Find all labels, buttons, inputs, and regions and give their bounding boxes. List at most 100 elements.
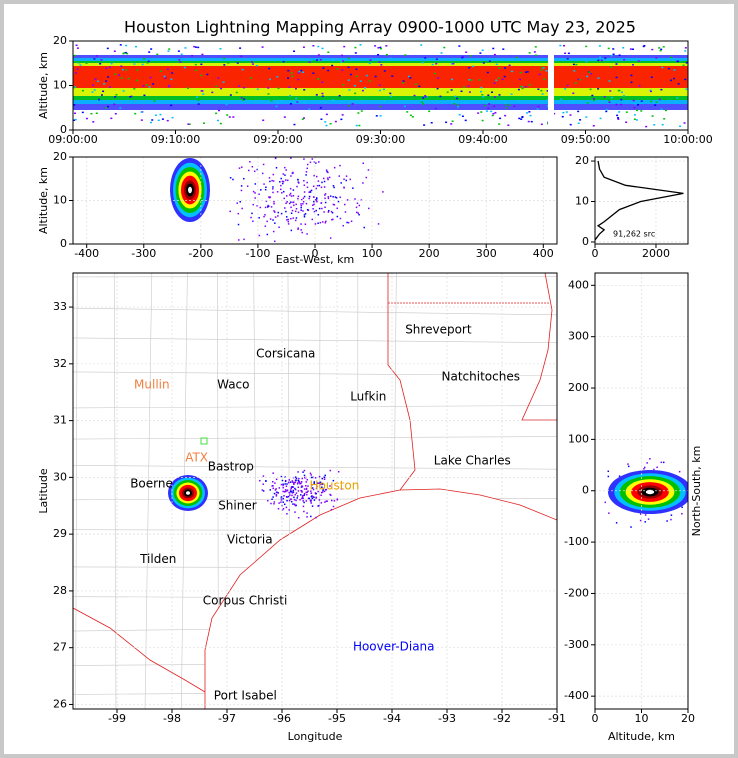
density-dot — [307, 490, 309, 492]
density-dot — [297, 181, 300, 183]
density-dot — [315, 209, 318, 212]
density-dot — [294, 493, 296, 496]
density-dot — [92, 121, 95, 123]
density-dot — [424, 57, 427, 59]
density-dot — [280, 177, 282, 180]
density-dot — [302, 471, 304, 473]
density-dot — [340, 61, 343, 63]
density-dot — [359, 44, 362, 46]
density-dot — [272, 472, 274, 474]
density-dot — [655, 101, 658, 103]
density-dot — [302, 210, 304, 212]
density-dot — [484, 104, 487, 107]
density-dot — [310, 490, 312, 492]
density-dot — [285, 202, 287, 205]
density-dot — [415, 83, 418, 85]
density-dot — [171, 72, 174, 74]
density-dot — [354, 46, 357, 49]
density-dot — [94, 78, 97, 80]
density-dot — [76, 47, 79, 49]
density-dot — [521, 87, 524, 90]
density-dot — [282, 173, 285, 175]
density-dot — [295, 499, 297, 502]
border — [73, 607, 206, 693]
density-dot — [413, 94, 416, 97]
density-dot — [480, 90, 483, 93]
density-dot — [357, 112, 360, 114]
density-dot — [305, 171, 308, 173]
density-dot — [306, 493, 308, 496]
density-dot — [510, 93, 513, 95]
x-tick-label: -95 — [328, 712, 346, 725]
density-dot — [433, 72, 436, 75]
density-dot — [573, 70, 576, 72]
density-dot — [663, 118, 666, 120]
density-dot — [306, 478, 309, 481]
density-dot — [315, 197, 318, 199]
density-dot — [337, 471, 340, 473]
density-dot — [312, 488, 315, 491]
density-dot — [469, 55, 472, 57]
density-dot — [289, 498, 292, 500]
density-dot — [99, 63, 102, 65]
density-dot — [276, 491, 279, 494]
density-dot — [488, 60, 491, 62]
density-dot — [343, 178, 345, 181]
density-dot — [492, 112, 495, 115]
density-dot — [521, 116, 524, 119]
density-dot — [667, 67, 670, 70]
density-dot — [312, 204, 314, 206]
density-dot — [336, 215, 339, 218]
density-dot — [305, 500, 308, 502]
density-dot — [287, 69, 290, 72]
density-dot — [360, 199, 363, 201]
density-dot — [143, 58, 146, 60]
density-dot — [161, 118, 164, 120]
density-dot — [316, 200, 318, 202]
density-dot — [229, 94, 232, 96]
density-dot — [248, 169, 250, 172]
density-dot — [290, 500, 293, 503]
density-dot — [297, 72, 300, 74]
density-dot — [300, 209, 302, 211]
density-dot — [194, 63, 197, 66]
density-dot — [618, 475, 621, 477]
x-tick-label: 09:40:00 — [458, 133, 507, 146]
density-dot — [243, 98, 246, 100]
density-dot — [592, 125, 595, 127]
density-dot — [323, 180, 326, 183]
density-dot — [379, 47, 382, 50]
density-dot — [232, 178, 234, 181]
x-tick-label: 10:00:00 — [663, 133, 712, 146]
density-dot — [238, 85, 241, 87]
density-dot — [110, 62, 113, 65]
density-dot — [286, 499, 288, 502]
x-tick-label: 100 — [362, 247, 383, 260]
density-dot — [439, 95, 442, 98]
density-dot — [411, 116, 414, 118]
density-dot — [524, 86, 527, 88]
density-cloud — [188, 186, 192, 194]
density-dot — [297, 197, 299, 200]
density-dot — [311, 158, 314, 160]
density-dot — [280, 184, 282, 187]
density-dot — [331, 211, 334, 214]
density-dot — [315, 496, 318, 499]
density-dot — [322, 177, 325, 180]
density-dot — [150, 121, 153, 124]
density-dot — [543, 78, 546, 80]
city-label: Port Isabel — [214, 688, 277, 702]
density-dot — [254, 197, 256, 199]
density-dot — [327, 69, 330, 72]
density-dot — [559, 44, 562, 47]
density-dot — [297, 227, 299, 229]
density-dot — [424, 96, 427, 98]
density-dot — [310, 476, 313, 479]
density-dot — [508, 64, 511, 67]
density-dot — [289, 481, 292, 483]
density-dot — [290, 491, 293, 493]
density-dot — [312, 185, 315, 188]
density-dot — [607, 475, 610, 478]
density-dot — [315, 187, 317, 190]
density-dot — [528, 111, 531, 113]
